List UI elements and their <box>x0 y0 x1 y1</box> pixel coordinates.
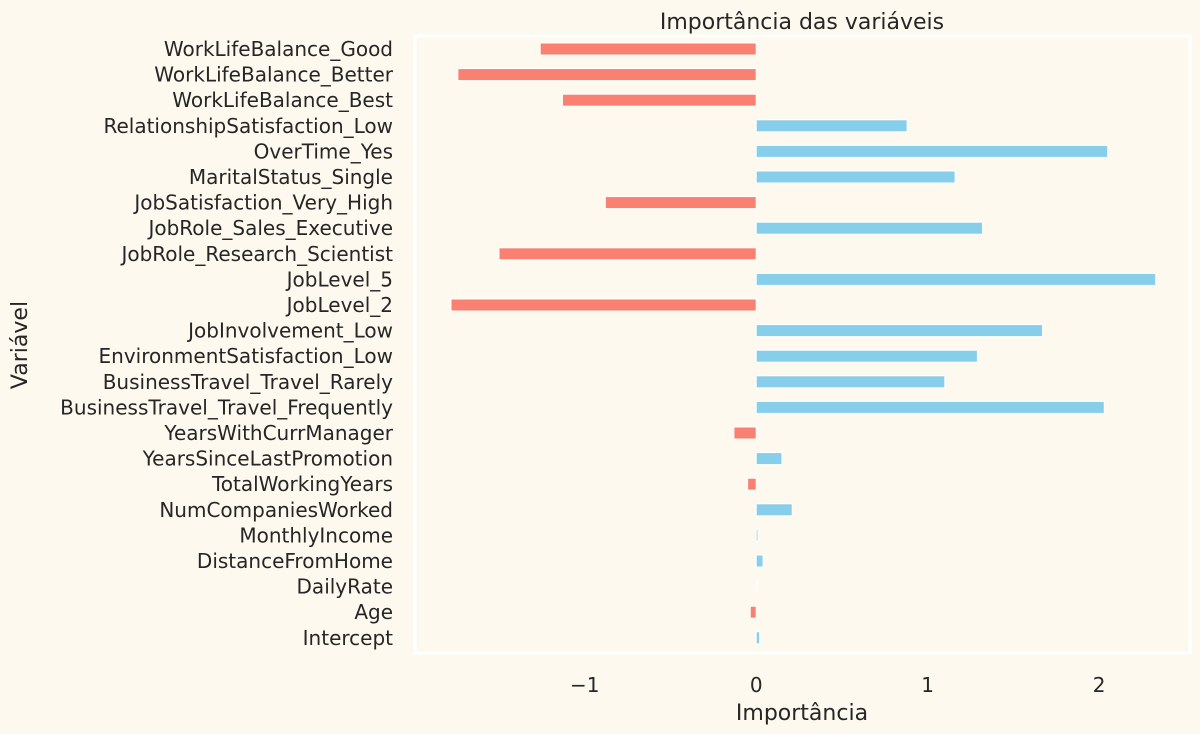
y-tick-label: MaritalStatus_Single <box>189 165 393 189</box>
bar-JobRole_Research_Scientist <box>498 247 757 261</box>
y-tick-label: DistanceFromHome <box>197 549 393 573</box>
y-tick-label: DailyRate <box>297 575 393 599</box>
y-axis-title: Variável <box>8 301 33 389</box>
bar-Age <box>749 605 757 619</box>
y-tick-label: EnvironmentSatisfaction_Low <box>99 344 393 368</box>
y-tick-label: NumCompaniesWorked <box>159 498 393 522</box>
x-tick-label: 0 <box>750 673 763 697</box>
y-tick-label: BusinessTravel_Travel_Frequently <box>60 395 393 419</box>
y-tick-label: BusinessTravel_Travel_Rarely <box>103 370 393 394</box>
bar-RelationshipSatisfaction_Low <box>755 119 908 133</box>
bar-YearsSinceLastPromotion <box>755 452 783 466</box>
bar-BusinessTravel_Travel_Rarely <box>755 375 946 389</box>
y-tick-label: JobRole_Research_Scientist <box>119 242 393 266</box>
bar-TotalWorkingYears <box>747 477 757 491</box>
y-tick-label: WorkLifeBalance_Best <box>172 88 393 112</box>
bar-BusinessTravel_Travel_Frequently <box>755 400 1105 414</box>
bar-OverTime_Yes <box>755 144 1109 158</box>
bar-MonthlyIncome <box>755 528 759 542</box>
y-tick-label: OverTime_Yes <box>254 139 393 163</box>
bar-DailyRate <box>755 580 758 594</box>
y-tick-label: RelationshipSatisfaction_Low <box>103 114 393 138</box>
bar-JobSatisfaction_Very_High <box>604 196 757 210</box>
bar-MaritalStatus_Single <box>755 170 956 184</box>
y-tick-label: WorkLifeBalance_Better <box>154 63 393 87</box>
chart-title: Importância das variáveis <box>660 10 944 35</box>
bar-JobLevel_2 <box>450 298 757 312</box>
x-tick-label: −1 <box>570 673 599 697</box>
bar-JobRole_Sales_Executive <box>755 221 984 235</box>
y-tick-label: YearsSinceLastPromotion <box>142 447 393 471</box>
y-tick-labels: WorkLifeBalance_GoodWorkLifeBalance_Bett… <box>60 37 394 650</box>
y-tick-label: MonthlyIncome <box>239 523 393 547</box>
x-axis-title: Importância <box>736 701 868 726</box>
y-tick-label: YearsWithCurrManager <box>163 421 393 445</box>
y-tick-label: JobLevel_5 <box>285 267 393 291</box>
bar-DistanceFromHome <box>755 554 764 568</box>
y-tick-label: Age <box>354 600 393 624</box>
plot-frame <box>413 34 1192 655</box>
y-tick-label: WorkLifeBalance_Good <box>164 37 393 61</box>
y-tick-label: Intercept <box>303 626 394 650</box>
bar-JobInvolvement_Low <box>755 324 1044 338</box>
bar-EnvironmentSatisfaction_Low <box>755 349 978 363</box>
bar-JobLevel_5 <box>755 272 1157 286</box>
bar-WorkLifeBalance_Good <box>539 42 757 56</box>
y-tick-label: JobSatisfaction_Very_High <box>132 191 393 215</box>
bar-WorkLifeBalance_Best <box>561 93 757 107</box>
x-tick-label: 2 <box>1093 673 1106 697</box>
y-tick-label: TotalWorkingYears <box>211 472 393 496</box>
bar-WorkLifeBalance_Better <box>457 68 757 82</box>
x-tick-label: 1 <box>921 673 934 697</box>
bars <box>450 42 1157 645</box>
bar-YearsWithCurrManager <box>733 426 757 440</box>
y-tick-label: JobInvolvement_Low <box>186 319 393 343</box>
bar-NumCompaniesWorked <box>755 503 793 517</box>
y-tick-label: JobLevel_2 <box>285 293 393 317</box>
y-tick-label: JobRole_Sales_Executive <box>146 216 393 240</box>
x-tick-labels: −1 0 1 2 <box>570 673 1105 697</box>
bar-Intercept <box>755 631 761 645</box>
